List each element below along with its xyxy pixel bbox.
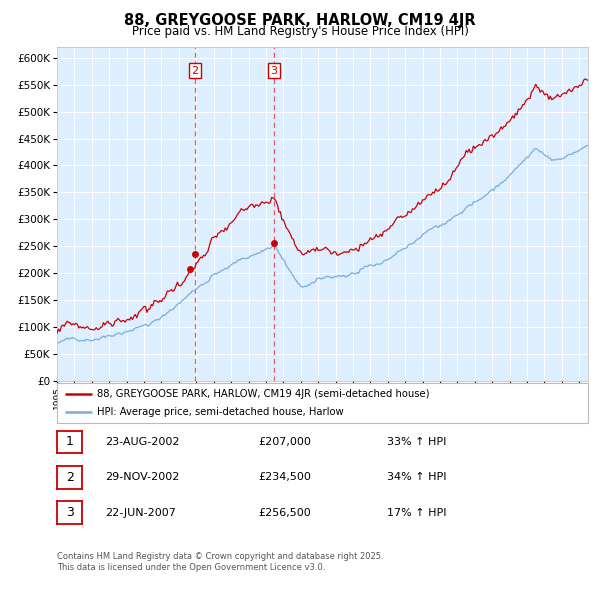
Text: £234,500: £234,500: [258, 473, 311, 482]
Text: £256,500: £256,500: [258, 508, 311, 517]
Text: 29-NOV-2002: 29-NOV-2002: [105, 473, 179, 482]
Text: 1: 1: [65, 435, 74, 448]
Text: 33% ↑ HPI: 33% ↑ HPI: [387, 437, 446, 447]
Text: 88, GREYGOOSE PARK, HARLOW, CM19 4JR: 88, GREYGOOSE PARK, HARLOW, CM19 4JR: [124, 13, 476, 28]
Text: 17% ↑ HPI: 17% ↑ HPI: [387, 508, 446, 517]
Text: 3: 3: [271, 65, 278, 76]
Text: 88, GREYGOOSE PARK, HARLOW, CM19 4JR (semi-detached house): 88, GREYGOOSE PARK, HARLOW, CM19 4JR (se…: [97, 389, 430, 399]
Text: 23-AUG-2002: 23-AUG-2002: [105, 437, 179, 447]
Text: Price paid vs. HM Land Registry's House Price Index (HPI): Price paid vs. HM Land Registry's House …: [131, 25, 469, 38]
Text: £207,000: £207,000: [258, 437, 311, 447]
Text: 2: 2: [191, 65, 199, 76]
Text: HPI: Average price, semi-detached house, Harlow: HPI: Average price, semi-detached house,…: [97, 407, 343, 417]
Text: 3: 3: [65, 506, 74, 519]
Text: 2: 2: [65, 471, 74, 484]
Text: 34% ↑ HPI: 34% ↑ HPI: [387, 473, 446, 482]
Text: 22-JUN-2007: 22-JUN-2007: [105, 508, 176, 517]
Text: Contains HM Land Registry data © Crown copyright and database right 2025.
This d: Contains HM Land Registry data © Crown c…: [57, 552, 383, 572]
